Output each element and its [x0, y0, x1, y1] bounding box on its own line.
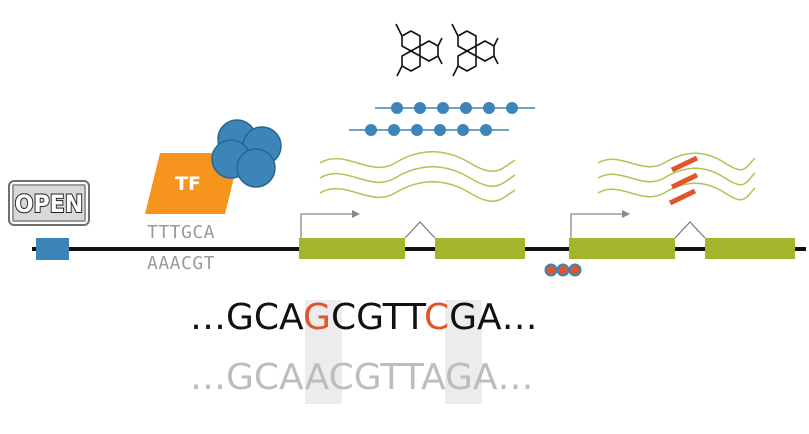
metabolite-structure-icon: [395, 23, 499, 77]
gene-2-exon-2: [705, 238, 795, 259]
ring: [401, 30, 421, 52]
sequence-middle: CGTT: [330, 297, 424, 338]
metabolite-1: [395, 23, 443, 77]
transcript: [319, 151, 516, 173]
regulatory-element: [36, 238, 69, 260]
open-chromatin-sign-icon: OPEN: [8, 180, 90, 226]
amino-acid-bead: [483, 102, 495, 114]
gene-1: [299, 210, 525, 259]
bond: [493, 55, 499, 65]
transcription-factor-label: TF: [175, 173, 201, 195]
transcripts-gene-2: [597, 152, 756, 201]
amino-acid-bead: [480, 124, 492, 136]
transcript: [319, 181, 516, 203]
protein-chain-2: [349, 124, 509, 136]
ring: [419, 40, 439, 62]
ring: [457, 30, 477, 52]
methylation-mark: [544, 263, 558, 277]
binding-motif-top-strand: TTTGCA: [147, 222, 216, 243]
gene-2: [569, 210, 795, 259]
rna-break-mark: [670, 172, 699, 190]
bond: [451, 23, 459, 37]
sequence-middle: CGTT: [328, 357, 421, 398]
amino-acid-bead: [391, 102, 403, 114]
methylation-mark: [556, 263, 570, 277]
transcript: [597, 167, 756, 186]
alternate-sequence: …GCAACGTTAGA…: [190, 356, 534, 400]
sequence-prefix: …GCA: [190, 357, 305, 398]
amino-acid-bead: [411, 124, 423, 136]
reference-sequence: …GCAGCGTTCGA…: [190, 296, 538, 340]
variant-base-2: A: [420, 357, 445, 398]
ring: [457, 50, 477, 72]
gene-2-tss-arrow: [570, 213, 626, 238]
bond: [396, 65, 403, 77]
bond: [437, 37, 443, 47]
ring: [401, 50, 421, 72]
methylation-marks-icon: [544, 263, 582, 277]
transcript: [597, 182, 756, 201]
variant-base-1: A: [304, 357, 329, 398]
sequence-suffix: GA…: [449, 297, 538, 338]
variant-highlight-column-1: [305, 300, 342, 404]
amino-acid-bead: [365, 124, 377, 136]
amino-acid-bead: [506, 102, 518, 114]
amino-acid-bead: [460, 102, 472, 114]
gene-2-intron: [674, 221, 706, 239]
ring: [475, 40, 495, 62]
gene-1-tss-arrowhead: [352, 210, 360, 218]
variant-highlight-column-2: [445, 300, 482, 404]
amino-acid-bead: [388, 124, 400, 136]
protein-chain-1: [375, 102, 535, 114]
rna-break-mark: [670, 155, 699, 173]
sequence-prefix: …GCA: [190, 297, 304, 338]
transcript: [597, 152, 756, 171]
cofactor-complex: [211, 119, 282, 188]
rna-interference-icon: [668, 155, 699, 206]
bond: [452, 65, 459, 77]
rna-break-mark: [668, 188, 697, 206]
variant-base-1: G: [303, 297, 331, 338]
gene-1-tss-arrow: [300, 213, 356, 238]
transcript: [319, 166, 516, 188]
gene-2-exon-1: [569, 238, 675, 259]
amino-acid-bead: [457, 124, 469, 136]
sequence-suffix: GA…: [444, 357, 534, 398]
bond: [437, 55, 443, 65]
transcripts-gene-1: [319, 151, 516, 203]
metabolite-2: [451, 23, 499, 77]
cofactor-protein: [236, 148, 276, 188]
bond: [493, 37, 499, 47]
gene-1-exon-2: [435, 238, 525, 259]
amino-acid-bead: [414, 102, 426, 114]
bond: [395, 23, 403, 37]
gene-1-exon-1: [299, 238, 405, 259]
gene-1-intron: [404, 221, 436, 239]
open-sign-label: OPEN: [14, 189, 84, 219]
binding-motif-bottom-strand: AAACGT: [147, 253, 216, 274]
variant-base-2: C: [423, 297, 450, 338]
methylation-mark: [568, 263, 582, 277]
amino-acid-bead: [437, 102, 449, 114]
amino-acid-bead: [434, 124, 446, 136]
gene-2-tss-arrowhead: [622, 210, 630, 218]
